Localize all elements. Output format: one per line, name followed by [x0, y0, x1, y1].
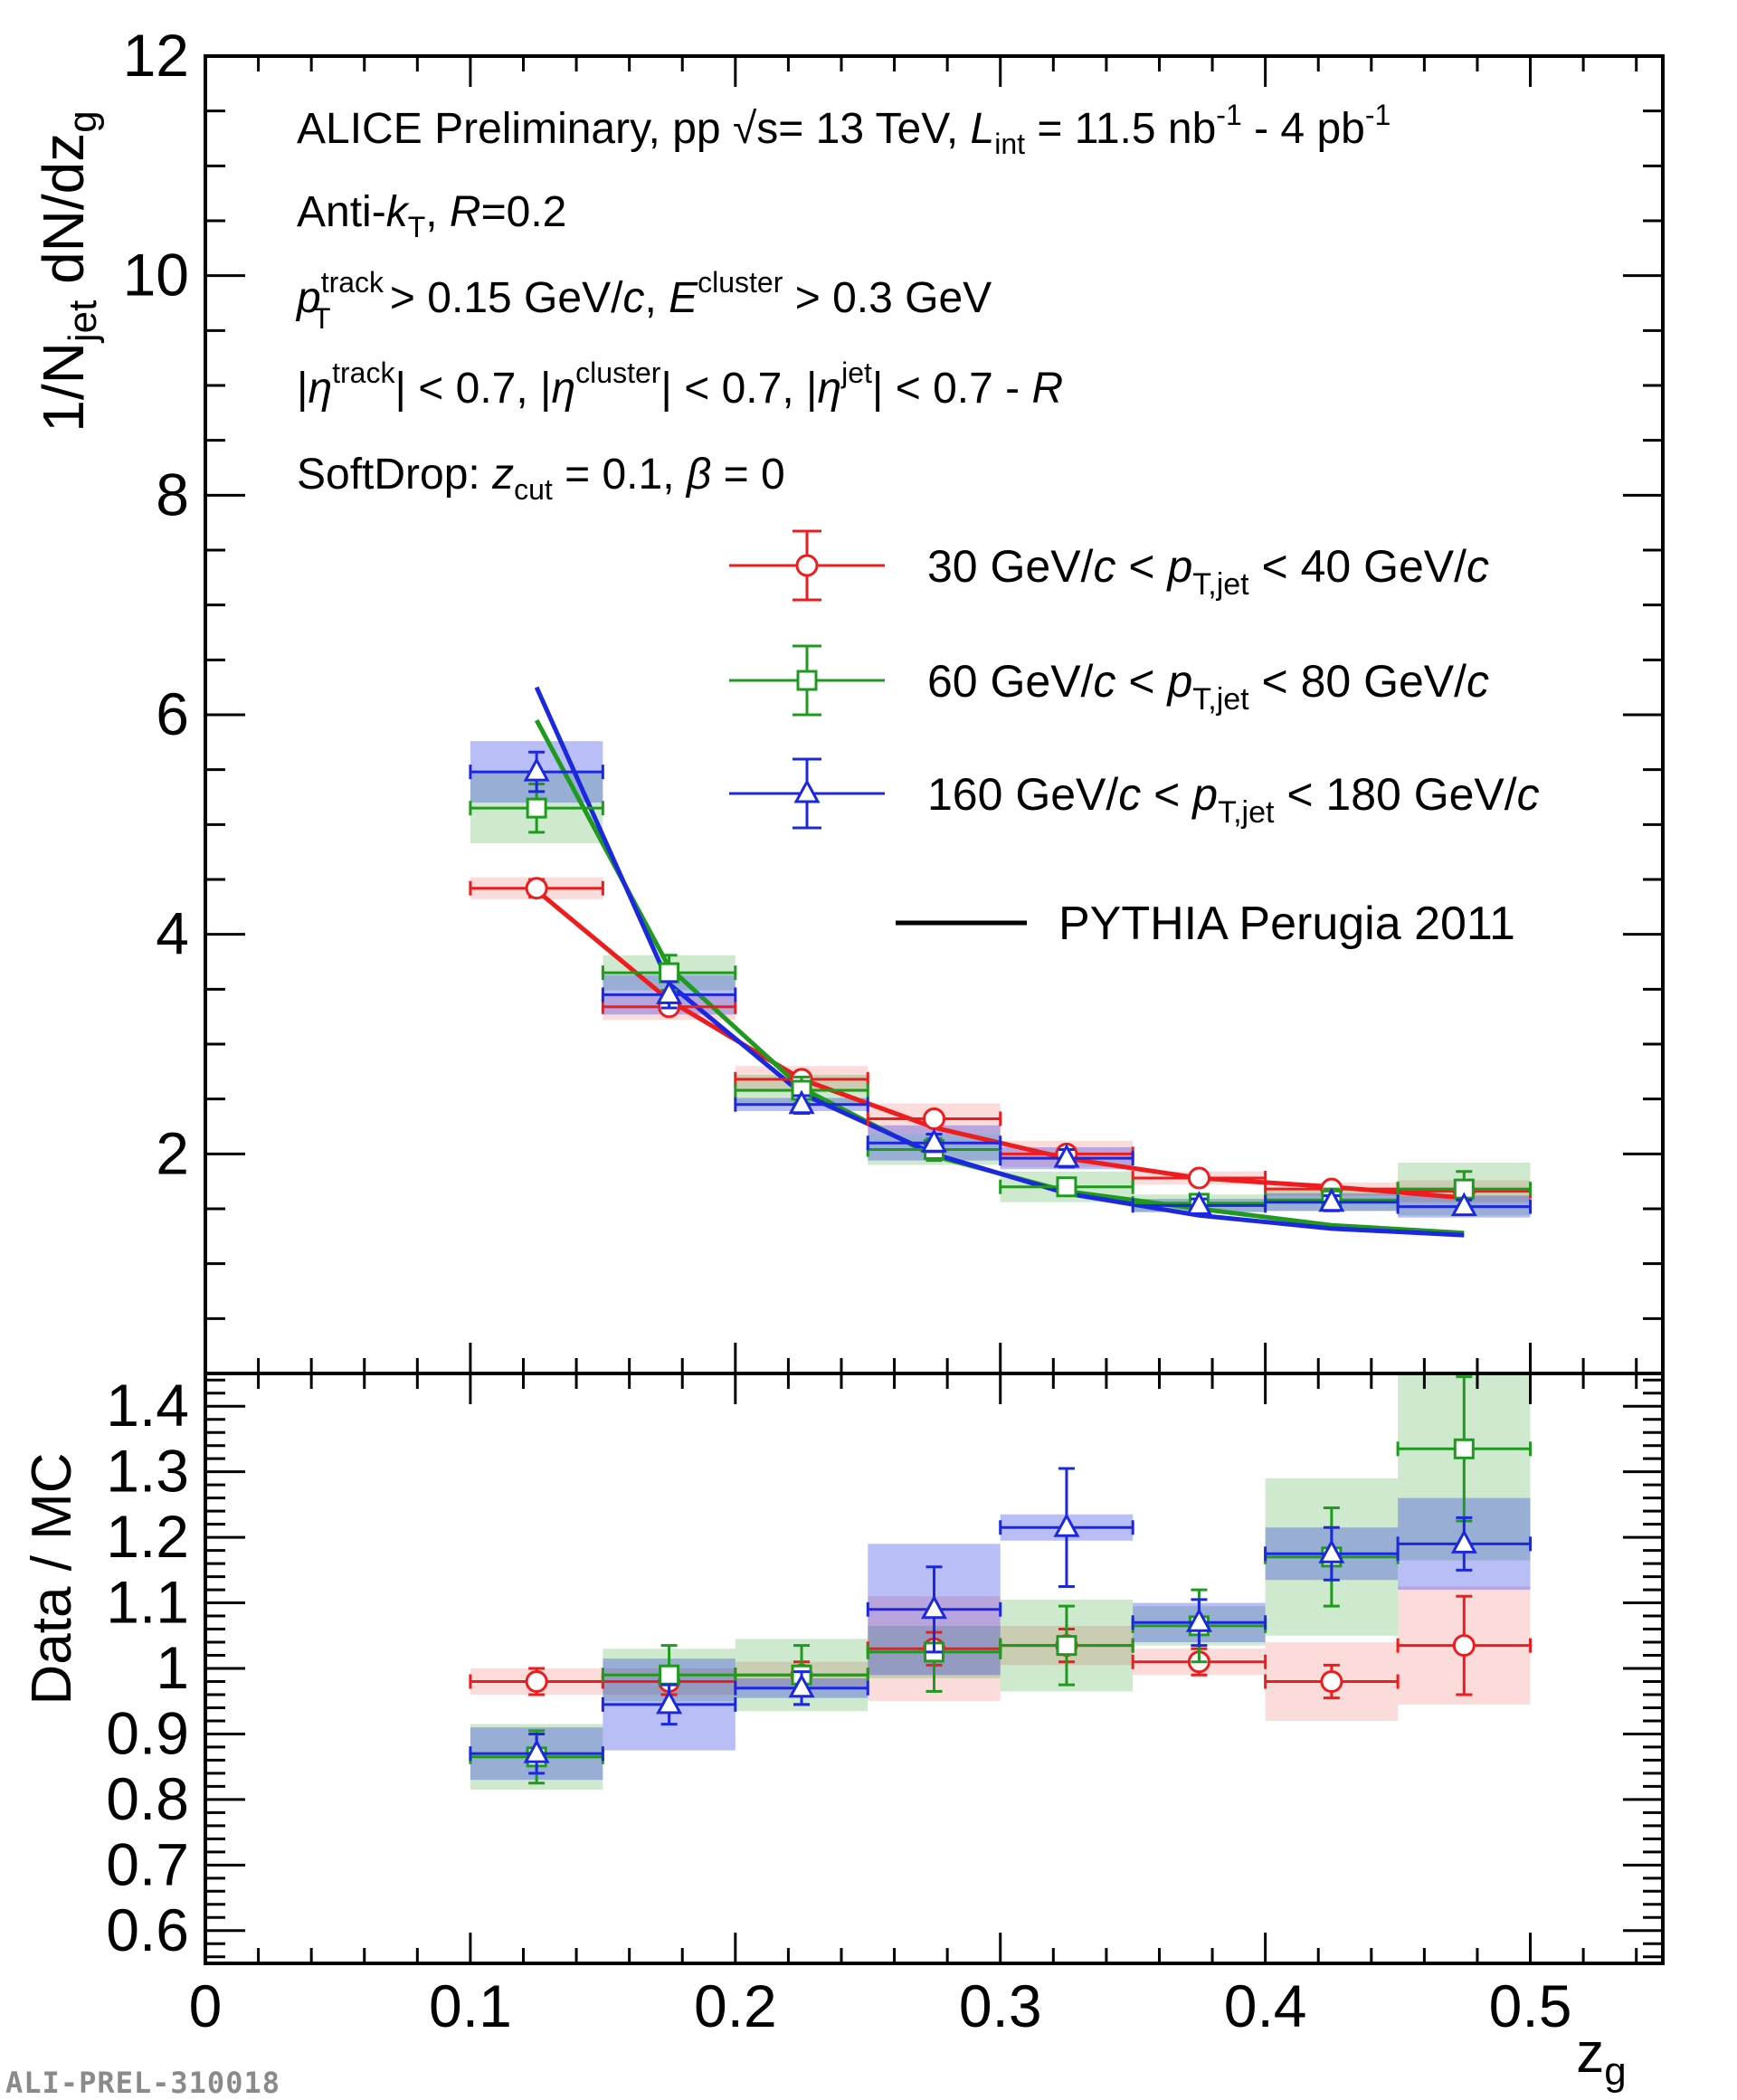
legend-label-60-80: 60 GeV/c < pT,jet < 80 GeV/c	[927, 656, 1489, 717]
annotation-line3: ptrack T > 0.15 GeV/c, Ecluster > 0.3 GeV	[295, 266, 992, 335]
data-point-2-4	[1053, 1144, 1080, 1168]
data-point-2-1	[656, 1689, 683, 1715]
data-point-1-1	[659, 962, 680, 983]
x-tick-label: 0.4	[1224, 1972, 1307, 2039]
x-tick-label: 0	[189, 1972, 223, 2039]
watermark-label: ALI-PREL-310018	[5, 2066, 280, 2100]
svg-text:Data / MC: Data / MC	[21, 1452, 83, 1705]
data-point-1-1	[659, 1664, 680, 1686]
legend	[729, 529, 885, 830]
ratio-data-points	[469, 1375, 1533, 1785]
data-point-0-7	[1452, 1634, 1476, 1658]
data-point-0-6	[1320, 1669, 1343, 1693]
pythia-curve-2	[534, 686, 1465, 1238]
y-tick-label: 1.1	[106, 1569, 189, 1636]
y-tick-label: 1.4	[106, 1372, 189, 1439]
y-tick-label: 0.6	[106, 1896, 189, 1963]
y-tick-label: 6	[156, 680, 189, 747]
data-point-2-3	[920, 1128, 948, 1153]
data-point-2-0	[523, 1739, 550, 1763]
y-tick-label: 8	[156, 461, 189, 527]
x-tick-label: 0.5	[1489, 1972, 1572, 2039]
ratio-axes: 0.60.70.80.911.11.21.31.4 0 0.1 0.2 0.3 0.4 0.…	[106, 1372, 1665, 2039]
data-point-1-4	[1056, 1635, 1077, 1657]
top-data-points	[469, 750, 1533, 1217]
legend-label-30-40: 30 GeV/c < pT,jet < 40 GeV/c	[927, 541, 1489, 602]
legend-labels: 30 GeV/c < pT,jet < 40 GeV/c 60 GeV/c < …	[927, 541, 1540, 830]
x-tick-label: 0.1	[429, 1972, 512, 2039]
legend-label-160-180: 160 GeV/c < pT,jet < 180 GeV/c	[927, 769, 1540, 830]
data-point-2-1	[656, 980, 683, 1004]
data-point-1-0	[526, 797, 547, 819]
top-y-axis-title: 1/Njet dN/dzg	[31, 110, 105, 432]
data-point-2-6	[1318, 1187, 1345, 1212]
data-point-2-4	[1053, 1513, 1080, 1537]
annotation-line1: ALICE Preliminary, pp √s= 13 TeV, Lint =…	[297, 99, 1391, 160]
y-tick-label: 1.2	[106, 1503, 189, 1570]
svg-text:1/Njet dN/dzg: 1/Njet dN/dzg	[31, 110, 105, 432]
annotation-line4: |ηtrack| < 0.7, |ηcluster| < 0.7, |ηjet|…	[297, 356, 1063, 413]
annotation-line2: Anti-kT, R=0.2	[297, 188, 566, 243]
x-tick-label: 0.3	[959, 1972, 1042, 2039]
data-point-1-4	[1056, 1176, 1077, 1198]
data-point-2-2	[788, 1673, 815, 1698]
y-tick-label: 10	[123, 242, 189, 309]
data-point-2-7	[1450, 1192, 1477, 1217]
y-tick-label: 0.9	[106, 1699, 189, 1766]
x-tick-label: 0.2	[694, 1972, 777, 2039]
data-point-1-7	[1453, 1438, 1475, 1459]
data-point-2-3	[920, 1594, 948, 1620]
y-tick-label: 0.8	[106, 1765, 189, 1832]
legend-entry-pythia: PYTHIA Perugia 2011	[896, 898, 1515, 950]
x-axis-title: zg	[1576, 2022, 1626, 2094]
data-point-2-6	[1318, 1539, 1345, 1563]
data-point-2-5	[1185, 1608, 1212, 1632]
data-point-0-5	[1187, 1166, 1210, 1190]
data-point-2-5	[1185, 1191, 1212, 1215]
y-tick-label: 0.7	[106, 1830, 189, 1897]
legend-marker-2	[793, 778, 821, 803]
y-tick-label: 2	[156, 1119, 189, 1186]
y-tick-label: 1.3	[106, 1438, 189, 1505]
annotation-line5: SoftDrop: zcut = 0.1, β = 0	[297, 451, 785, 506]
y-tick-label: 1	[156, 1634, 189, 1701]
data-point-0-0	[525, 1669, 548, 1693]
top-axes: 2 4 6 8 10 12	[123, 22, 1665, 1375]
y-tick-label: 4	[156, 900, 189, 967]
legend-marker-0	[795, 554, 819, 577]
data-point-0-3	[923, 1107, 945, 1131]
legend-pythia-label: PYTHIA Perugia 2011	[1058, 898, 1515, 950]
data-point-0-0	[525, 877, 548, 900]
data-point-2-0	[523, 756, 550, 782]
legend-marker-1	[796, 670, 818, 691]
ratio-y-axis-title: Data / MC	[21, 1452, 83, 1705]
data-point-2-7	[1450, 1529, 1477, 1554]
data-point-2-2	[788, 1089, 815, 1115]
y-tick-label: 12	[123, 22, 189, 89]
annotation-block: ALICE Preliminary, pp √s= 13 TeV, Lint =…	[295, 99, 1391, 506]
